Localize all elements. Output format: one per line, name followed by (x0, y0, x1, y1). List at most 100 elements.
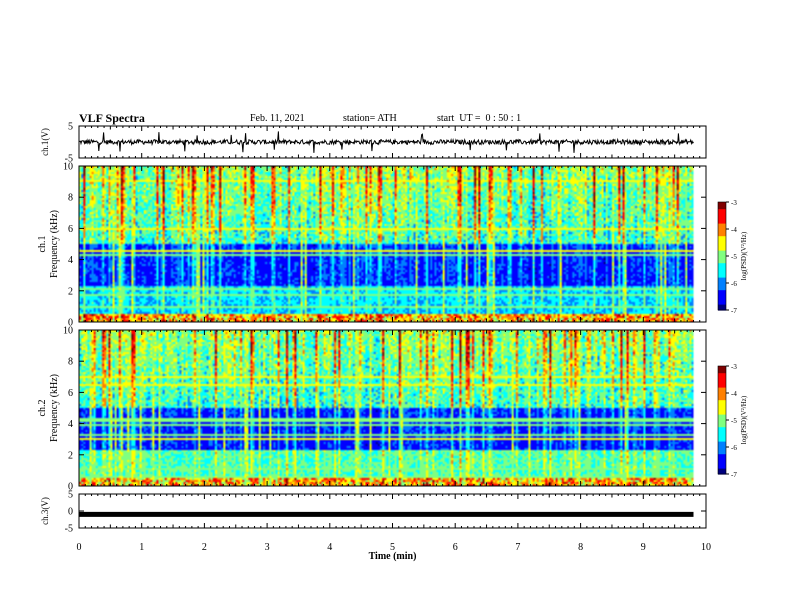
x-ticks (78, 330, 707, 486)
colorbar-cell (718, 371, 726, 374)
x-axis-label: Time (min) (369, 551, 417, 562)
colorbar-cell (718, 463, 726, 466)
colorbar-cell (718, 236, 726, 239)
colorbar-cell (718, 229, 726, 232)
colorbar-cell (718, 472, 726, 475)
colorbar-cell (718, 376, 726, 380)
ch1-waveform-ylabel: ch.1(V) (40, 128, 50, 156)
colorbar-cell (718, 202, 726, 205)
y-tick-label: 2 (68, 286, 73, 297)
colorbar-tick-label: -5 (731, 417, 737, 425)
colorbar-cell (718, 409, 726, 412)
colorbar-cell (718, 452, 726, 455)
colorbar-cell (718, 297, 726, 300)
colorbar-label: log(PSD)(V²/Hz) (740, 231, 748, 280)
colorbar-cell (718, 470, 726, 473)
colorbar-cell (718, 450, 726, 453)
colorbar-cell (718, 288, 726, 291)
colorbar-cell (718, 223, 726, 226)
colorbar-cell (718, 225, 726, 228)
colorbar-cell (718, 389, 726, 392)
ch2-spectrogram-ylabel-channel: ch.2 (37, 400, 48, 417)
colorbar-cell (718, 214, 726, 217)
colorbar-cell (718, 434, 726, 437)
colorbar-cell (718, 239, 726, 243)
x-tick-label: 10 (701, 542, 711, 553)
y-tick-label: 6 (68, 388, 73, 399)
colorbar-cell (718, 457, 726, 461)
colorbar-cell (718, 396, 726, 399)
header-title: VLF Spectra (79, 111, 145, 125)
colorbar-cell (718, 407, 726, 410)
ch1-spectrogram-ylabel-channel: ch.1 (37, 236, 48, 253)
colorbar-cell (718, 398, 726, 401)
ch1-waveform-trace (78, 131, 694, 153)
colorbar-cell (718, 286, 726, 289)
y-tick-label: 10 (63, 162, 73, 173)
colorbar-cell (718, 438, 726, 441)
colorbar-cell (718, 252, 726, 255)
colorbar-cell (718, 427, 726, 430)
colorbar-cell (718, 421, 726, 425)
colorbar-cell (718, 292, 726, 295)
x-tick-label: 4 (327, 542, 332, 553)
colorbar-cell (718, 227, 726, 230)
colorbar-cell (718, 411, 726, 414)
colorbar-tick-label: -6 (731, 280, 737, 288)
colorbar-cell (718, 468, 726, 471)
y-tick-label: 0 (68, 318, 73, 329)
colorbar-cell (718, 425, 726, 428)
colorbar-tick-label: -6 (731, 444, 737, 452)
x-tick-label: 1 (139, 542, 144, 553)
x-tick-label: 2 (202, 542, 207, 553)
y-tick-label: 5 (68, 122, 73, 133)
colorbar-cell (718, 221, 726, 225)
colorbar-cell (718, 308, 726, 311)
colorbar-tick-label: -5 (731, 253, 737, 261)
colorbar-cell (718, 281, 726, 284)
colorbar-cell (718, 382, 726, 385)
colorbar-cell (718, 459, 726, 462)
colorbar-cell (718, 265, 726, 268)
colorbar-cell (718, 414, 726, 417)
y-tick-label: 8 (68, 193, 73, 204)
x-tick-label: 3 (265, 542, 270, 553)
colorbar-cell (718, 420, 726, 423)
x-tick-label: 7 (515, 542, 520, 553)
colorbar-cell (718, 290, 726, 293)
colorbar-cell (718, 263, 726, 266)
colorbar-cell (718, 430, 726, 434)
y-tick-label: 0 (68, 482, 73, 493)
colorbar-cell (718, 283, 726, 286)
colorbar-cell (718, 447, 726, 450)
y-tick-label: 5 (68, 490, 73, 501)
ch1-spectrogram-ylabel: Frequency (kHz) (49, 210, 60, 278)
colorbar-cell (718, 241, 726, 244)
colorbar-cell (718, 366, 726, 369)
colorbar-cell (718, 391, 726, 394)
colorbar-cell (718, 216, 726, 219)
colorbar-cell (718, 448, 726, 452)
y-tick-label: 4 (68, 419, 73, 430)
colorbar-tick-label: -7 (731, 307, 737, 315)
colorbar-cell (718, 418, 726, 421)
colorbar-cell (718, 247, 726, 250)
ch3-waveform-ylabel: ch.3(V) (40, 497, 50, 525)
x-tick-label: 9 (641, 542, 646, 553)
colorbar-tick-label: -3 (731, 363, 737, 371)
colorbar-cell (718, 461, 726, 464)
colorbar-cell (718, 429, 726, 432)
header-station: station= ATH (343, 113, 397, 124)
colorbar-cell (718, 230, 726, 234)
colorbar-cell (718, 266, 726, 270)
colorbar-tick-label: -4 (731, 226, 737, 234)
colorbar-cell (718, 203, 726, 207)
colorbar-cell (718, 212, 726, 216)
ch2-spectrogram-ylabel: Frequency (kHz) (49, 374, 60, 442)
colorbar-cell (718, 261, 726, 264)
y-tick-label: -5 (65, 524, 73, 535)
colorbar-cell (718, 205, 726, 208)
colorbar-cell (718, 254, 726, 257)
colorbar-cell (718, 218, 726, 221)
